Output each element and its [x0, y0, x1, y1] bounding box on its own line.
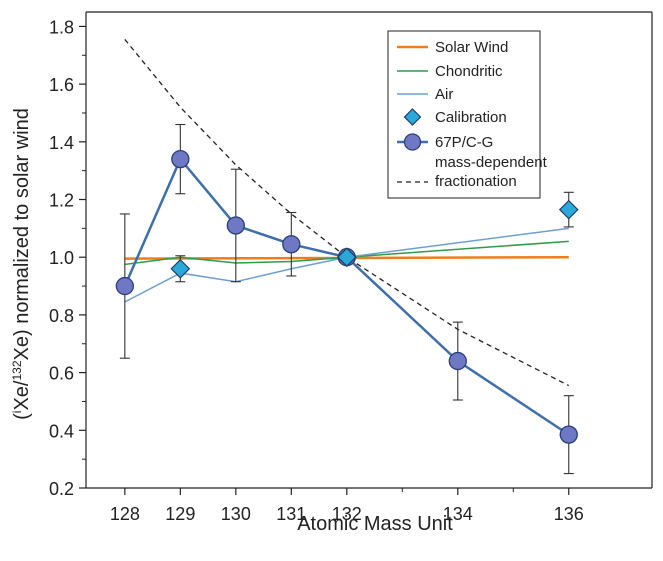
legend-label: mass-dependent [435, 154, 548, 171]
comet-point [171, 149, 190, 169]
comet-point [115, 276, 134, 296]
legend-label: Chondritic [435, 63, 503, 80]
calibration-point [170, 258, 191, 279]
axes: 0.2 0.4 0.6 0.8 1.0 1.2 1.4 1.6 1.8 128 129 130 131 1… [49, 11, 653, 524]
y-tick-label: 0.8 [49, 306, 74, 326]
x-tick-label: 136 [554, 504, 584, 524]
y-tick-label: 1.2 [49, 191, 74, 211]
x-tick-label: 129 [165, 504, 195, 524]
series-line-air [124, 227, 569, 303]
comet-point [226, 216, 245, 235]
legend-swatch [403, 108, 422, 126]
legend-label: fractionation [435, 173, 517, 190]
y-tick-label: 0.4 [49, 421, 74, 441]
x-tick-label: 131 [276, 504, 306, 524]
calibration-point [558, 199, 579, 220]
comet-point [282, 235, 301, 254]
comet-point [559, 425, 578, 444]
x-axis-title: Atomic Mass Unit [297, 513, 453, 535]
y-tick-label: 1.4 [49, 133, 74, 153]
legend-label: Air [435, 86, 453, 103]
calibration-point [336, 247, 357, 268]
y-tick-label: 0.6 [49, 364, 74, 384]
y-tick-label: 1.0 [49, 248, 74, 268]
series-line-67p [123, 156, 570, 436]
comet-point [448, 351, 467, 371]
x-tick-label: 128 [110, 504, 140, 524]
y-axis-title: (iXe/132Xe) normalized to solar wind [10, 108, 33, 420]
legend-swatch [403, 133, 422, 151]
y-tick-label: 1.8 [49, 17, 74, 37]
x-tick-label: 130 [221, 504, 251, 524]
x-tick-label: 134 [443, 504, 473, 524]
legend-label: 67P/C-G [435, 134, 493, 151]
series-line-chondritic [124, 240, 569, 266]
legend-label: Calibration [435, 109, 507, 126]
y-tick-label: 1.6 [49, 75, 74, 95]
legend-label: Solar Wind [435, 39, 508, 56]
plot-area [115, 38, 579, 475]
legend: Solar Wind Chondritic Air Calibration 67P/C-… [387, 30, 548, 199]
x-tick-label: 132 [332, 504, 362, 524]
y-tick-label: 0.2 [49, 479, 74, 499]
